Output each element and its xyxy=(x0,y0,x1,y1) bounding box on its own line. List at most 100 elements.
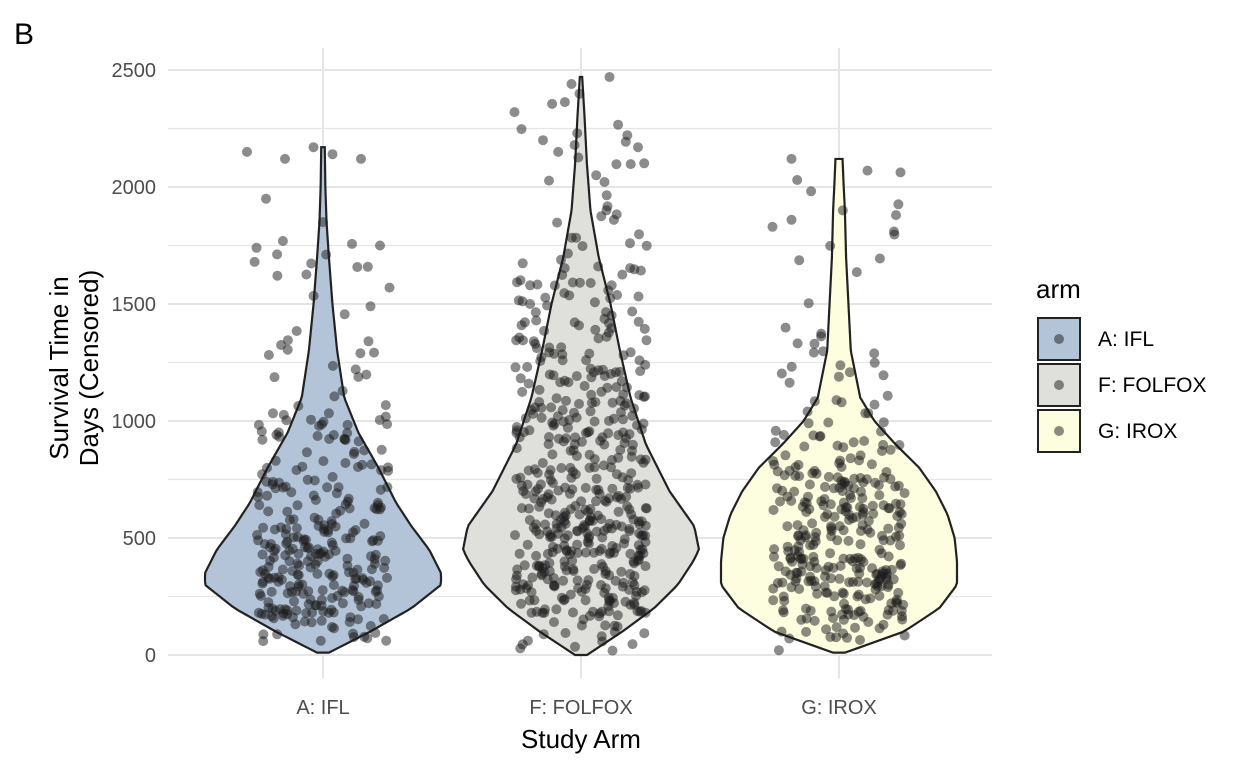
data-point xyxy=(329,391,340,402)
data-point xyxy=(838,442,849,453)
data-point xyxy=(337,598,348,609)
data-point xyxy=(574,88,585,99)
data-point xyxy=(624,504,635,515)
data-point xyxy=(801,603,811,614)
data-point xyxy=(599,371,610,381)
data-point xyxy=(381,635,392,646)
data-point xyxy=(574,509,585,520)
data-point xyxy=(873,480,884,491)
data-point xyxy=(339,434,350,445)
data-point xyxy=(793,459,804,470)
data-point xyxy=(825,548,836,559)
y-tick-label: 2000 xyxy=(112,177,157,199)
data-point xyxy=(801,613,812,624)
data-point xyxy=(624,526,635,537)
data-point xyxy=(324,568,335,579)
data-point xyxy=(616,566,627,577)
data-point xyxy=(573,583,584,594)
data-point xyxy=(557,405,568,416)
data-point xyxy=(510,362,521,373)
data-point xyxy=(514,332,525,343)
data-point xyxy=(315,635,326,646)
data-point xyxy=(574,398,584,409)
data-point xyxy=(620,136,631,147)
data-point xyxy=(862,165,873,176)
data-point xyxy=(556,254,566,265)
data-point xyxy=(312,431,323,441)
data-point xyxy=(568,607,578,618)
data-point xyxy=(363,598,374,609)
data-point xyxy=(522,539,533,550)
data-point xyxy=(514,548,525,559)
data-point xyxy=(242,146,252,157)
data-point xyxy=(770,425,781,436)
data-point xyxy=(896,518,907,529)
data-point xyxy=(640,561,651,572)
data-point xyxy=(792,338,803,349)
data-point xyxy=(618,389,629,400)
data-point xyxy=(811,527,822,538)
data-point xyxy=(870,584,881,595)
data-point xyxy=(258,522,269,533)
data-point xyxy=(277,236,288,246)
data-point xyxy=(872,568,883,579)
data-point xyxy=(792,567,803,578)
data-point xyxy=(517,386,528,397)
data-point xyxy=(591,473,602,484)
data-point xyxy=(269,524,280,535)
data-point xyxy=(820,565,831,576)
data-point xyxy=(862,577,872,588)
data-point xyxy=(793,541,804,552)
data-point xyxy=(327,471,338,482)
data-point xyxy=(600,495,610,506)
data-point xyxy=(330,521,341,532)
data-point xyxy=(825,499,836,510)
data-point xyxy=(883,551,894,562)
data-point xyxy=(337,385,348,396)
data-point xyxy=(571,371,582,382)
data-point xyxy=(312,544,323,555)
legend-key-point xyxy=(1054,334,1064,344)
data-point xyxy=(361,577,372,588)
data-point xyxy=(612,610,623,621)
data-point xyxy=(601,205,612,216)
data-point xyxy=(574,277,585,288)
data-point xyxy=(625,238,635,249)
data-point xyxy=(273,427,284,438)
data-point xyxy=(598,460,609,471)
data-point xyxy=(633,554,644,565)
data-point xyxy=(591,170,602,181)
data-point xyxy=(375,502,386,513)
data-point xyxy=(580,482,591,493)
data-point xyxy=(317,585,328,596)
data-point xyxy=(855,605,866,616)
data-point xyxy=(598,561,608,572)
data-point xyxy=(552,217,563,228)
data-point xyxy=(843,535,854,546)
data-point xyxy=(362,261,373,272)
data-point xyxy=(350,574,361,584)
data-point xyxy=(891,210,901,221)
data-point xyxy=(363,336,374,347)
data-point xyxy=(837,205,848,216)
data-point xyxy=(782,521,793,532)
data-point xyxy=(641,240,652,251)
data-point xyxy=(607,397,618,408)
data-point xyxy=(625,569,636,579)
data-point xyxy=(601,331,612,342)
data-point xyxy=(301,269,312,280)
data-point xyxy=(831,622,842,633)
data-point xyxy=(640,520,651,531)
data-point xyxy=(517,296,528,307)
data-point xyxy=(639,628,650,639)
data-point xyxy=(799,497,810,508)
data-point xyxy=(549,418,560,429)
data-point xyxy=(523,378,534,389)
data-point xyxy=(599,439,610,450)
data-point xyxy=(807,468,818,479)
data-point xyxy=(525,299,536,309)
data-point xyxy=(344,503,355,514)
data-point xyxy=(282,506,293,517)
data-point xyxy=(258,636,269,647)
